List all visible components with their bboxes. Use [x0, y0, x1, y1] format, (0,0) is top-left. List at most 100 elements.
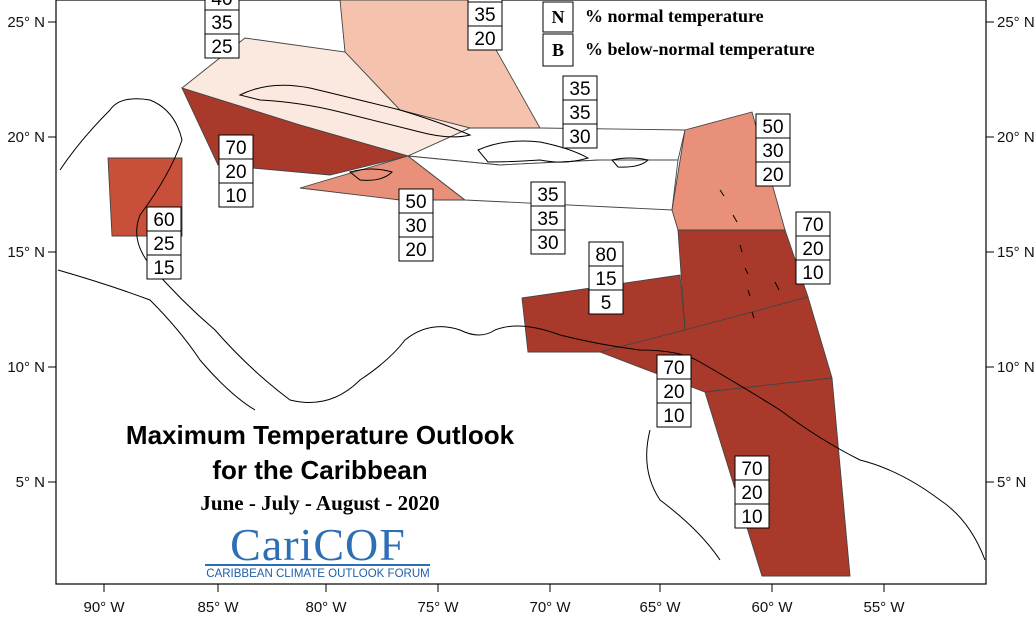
hispaniola-coast [477, 140, 590, 163]
prob-cell [734, 479, 770, 505]
lat-label-left: 20° N [7, 129, 45, 146]
prob-value: 15 [153, 258, 174, 279]
prob-value: 30 [569, 127, 590, 148]
lat-label-right: 10° N [997, 359, 1035, 376]
legend-key-b: B [552, 40, 564, 60]
prob-cell [218, 182, 254, 208]
prob-value: 20 [225, 162, 246, 183]
prob-value: 35 [569, 79, 590, 100]
prob-value: 15 [595, 269, 616, 290]
lat-label-right: 25° N [997, 14, 1035, 31]
prob-value: 10 [741, 507, 762, 528]
prob-value: 20 [802, 239, 823, 260]
prob-cell [588, 241, 624, 267]
prob-value: 70 [663, 358, 684, 379]
prob-box: 70 20 10 [656, 354, 692, 428]
lon-label: 60° W [751, 599, 793, 616]
lat-label-left: 25° N [7, 14, 45, 31]
prob-cell [204, 33, 240, 59]
lat-label-left: 10° N [7, 359, 45, 376]
prob-cell [795, 211, 831, 237]
lon-label: 65° W [639, 599, 681, 616]
prob-cell [755, 113, 791, 139]
prob-cell [530, 229, 566, 255]
season-label: June - July - August - 2020 [200, 491, 439, 515]
prob-cell [146, 206, 182, 232]
lat-label-right: 5° N [997, 474, 1026, 491]
prob-box: 70 20 10 [734, 455, 770, 529]
lon-label: 90° W [83, 599, 125, 616]
prob-value: 35 [537, 209, 558, 230]
logo-tagline: CARIBBEAN CLIMATE OUTLOOK FORUM [206, 568, 429, 580]
prob-value: 50 [405, 192, 426, 213]
lon-label: 75° W [417, 599, 459, 616]
map-title-line2: for the Caribbean [212, 455, 427, 485]
prob-value: 5 [601, 293, 612, 314]
prob-cell [204, 9, 240, 35]
prob-box: 60 25 15 [146, 206, 182, 280]
prob-box: 70 20 10 [218, 134, 254, 208]
prob-value: 10 [802, 263, 823, 284]
prob-cell [467, 25, 503, 51]
central-america-pacific [57, 269, 256, 411]
prob-cell [755, 137, 791, 163]
prob-cell [795, 235, 831, 261]
south-america-coast [494, 325, 986, 561]
coastlines [57, 84, 986, 561]
prob-box: 35 35 30 [530, 181, 566, 255]
prob-value: 35 [537, 185, 558, 206]
central-america-coast [59, 98, 496, 403]
prob-cell [656, 402, 692, 428]
prob-cell [562, 99, 598, 125]
south-america-inland [646, 429, 721, 561]
prob-value: 25 [153, 234, 174, 255]
prob-box: 50 30 20 [398, 188, 434, 262]
cuba-coast [238, 84, 472, 138]
probability-boxes: 3520403525353530702010602515503020353530… [146, 0, 831, 529]
prob-value: 20 [405, 240, 426, 261]
prob-value: 70 [741, 459, 762, 480]
prob-value: 80 [595, 245, 616, 266]
prob-value: 10 [225, 186, 246, 207]
legend-key-n: N [552, 7, 565, 27]
prob-cell [588, 289, 624, 315]
prob-cell [656, 378, 692, 404]
lat-label-left: 15° N [7, 244, 45, 261]
legend-key-box-n [542, 1, 574, 33]
prob-cell [562, 123, 598, 149]
prob-value: 10 [663, 406, 684, 427]
lon-label: 80° W [305, 599, 347, 616]
prob-value: 40 [211, 0, 232, 10]
prob-value: 60 [153, 210, 174, 231]
prob-cell [146, 254, 182, 280]
prob-cell [734, 503, 770, 529]
prob-value: 30 [405, 216, 426, 237]
lon-label: 55° W [863, 599, 905, 616]
prob-box: 40 35 25 [204, 0, 240, 59]
prob-value: 50 [762, 117, 783, 138]
legend: N % normal temperature B % below-normal … [542, 1, 815, 67]
legend-key-box-b [542, 33, 574, 67]
lon-label: 70° W [529, 599, 571, 616]
map-title-line1: Maximum Temperature Outlook [126, 420, 515, 450]
jamaica-coast [348, 168, 393, 181]
prob-value: 25 [211, 37, 232, 58]
prob-box: 70 20 10 [795, 211, 831, 285]
prob-cell [755, 161, 791, 187]
prob-value: 20 [474, 29, 495, 50]
prob-value: 35 [211, 13, 232, 34]
logo-name: CariCOF [230, 519, 406, 570]
legend-text-b: % below-normal temperature [585, 39, 815, 59]
lesser-antilles [719, 189, 780, 319]
prob-value: 35 [474, 5, 495, 26]
lat-label-right: 15° N [997, 244, 1035, 261]
lat-label-left: 5° N [16, 474, 45, 491]
prob-cell [562, 75, 598, 101]
longitude-labels: 90° W 85° W 80° W 75° W 70° W 65° W 60° W 55° W [83, 584, 905, 616]
prob-value: 30 [762, 141, 783, 162]
prob-value: 30 [537, 233, 558, 254]
latitude-labels: 25° N 25° N 20° N 20° N 15° N 15° N 10° N 10° N… [7, 14, 1034, 491]
prob-cell [146, 230, 182, 256]
